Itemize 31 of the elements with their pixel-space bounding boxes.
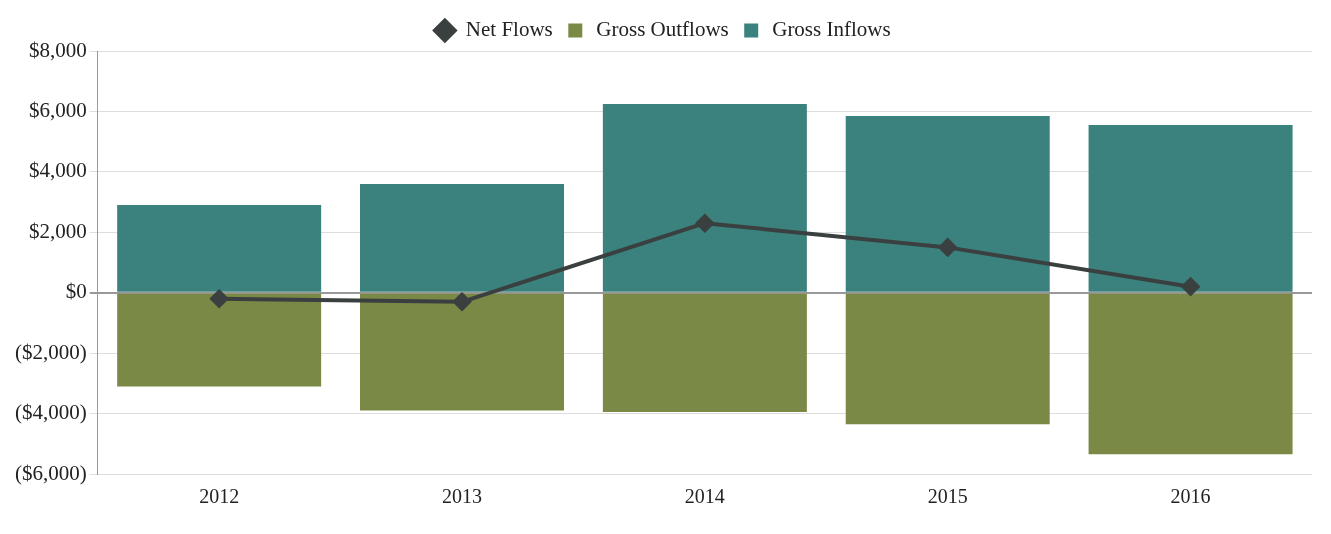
- legend-label: Net Flows: [465, 17, 553, 42]
- bar: [117, 293, 322, 387]
- x-tick-label: 2012: [199, 485, 240, 508]
- point: [1181, 277, 1200, 296]
- point: [210, 289, 229, 308]
- x-tick-label: 2015: [927, 485, 968, 508]
- legend-label: Gross Outflows: [596, 17, 729, 42]
- x-tick-label: 2016: [1170, 485, 1211, 508]
- x-tick-label: 2014: [684, 485, 725, 508]
- y-tick-label: ($6,000): [14, 460, 87, 485]
- point: [453, 292, 472, 311]
- bar: [360, 293, 565, 411]
- y-tick-label: $4,000: [28, 158, 87, 183]
- point: [938, 238, 957, 257]
- bar: [602, 293, 807, 413]
- y-tick-label: $2,000: [28, 218, 87, 243]
- legend-label: Gross Inflows: [772, 17, 891, 42]
- bar: [117, 205, 322, 292]
- bar: [360, 183, 565, 292]
- y-tick-label: $0: [65, 279, 87, 304]
- bar: [602, 103, 807, 292]
- bar: [845, 293, 1050, 425]
- y-tick-label: ($4,000): [14, 400, 87, 425]
- y-tick-label: $8,000: [28, 37, 87, 62]
- bar: [845, 115, 1050, 292]
- y-tick-label: $6,000: [28, 97, 87, 122]
- bar: [1088, 293, 1293, 455]
- point: [695, 214, 714, 233]
- y-tick-label: ($2,000): [14, 339, 87, 364]
- x-tick-label: 2013: [442, 485, 483, 508]
- bar: [1088, 125, 1293, 292]
